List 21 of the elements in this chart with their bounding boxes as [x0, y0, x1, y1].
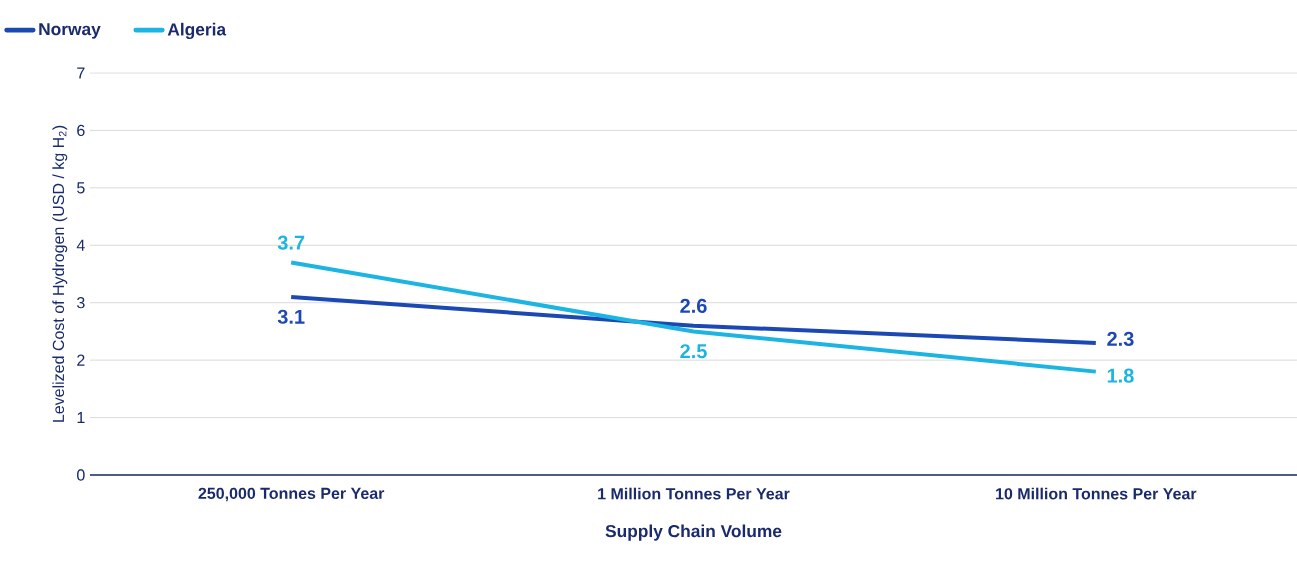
y-tick-label: 7 [77, 67, 85, 79]
y-tick-label: 4 [76, 239, 85, 251]
y-tick-label: 0 [77, 469, 85, 481]
x-axis-title: Supply Chain Volume [605, 524, 782, 541]
data-label: 3.1 [277, 309, 305, 324]
x-tick-label: 1 Million Tonnes Per Year [598, 487, 790, 500]
y-tick-label: 3 [77, 297, 85, 309]
legend-label: Algeria [167, 22, 227, 40]
y-tick-label: 1 [77, 412, 85, 424]
data-label: 2.6 [680, 298, 707, 313]
data-label: 1.8 [1107, 368, 1134, 383]
y-tick-label: 6 [77, 124, 85, 137]
y-tick-label: 5 [77, 182, 85, 194]
data-label: 3.7 [277, 235, 305, 250]
y-tick-label: 2 [77, 354, 85, 366]
x-tick-label: 250,000 Tonnes Per Year [198, 487, 385, 502]
data-label: 2.3 [1107, 331, 1134, 346]
legend-label: Norway [39, 23, 101, 39]
x-tick-label: 10 Million Tonnes Per Year [996, 487, 1197, 500]
y-axis-title: Levelized Cost of Hydrogen (USD / kg H$_{2}$) [52, 125, 68, 422]
data-label: 2.5 [680, 344, 707, 359]
